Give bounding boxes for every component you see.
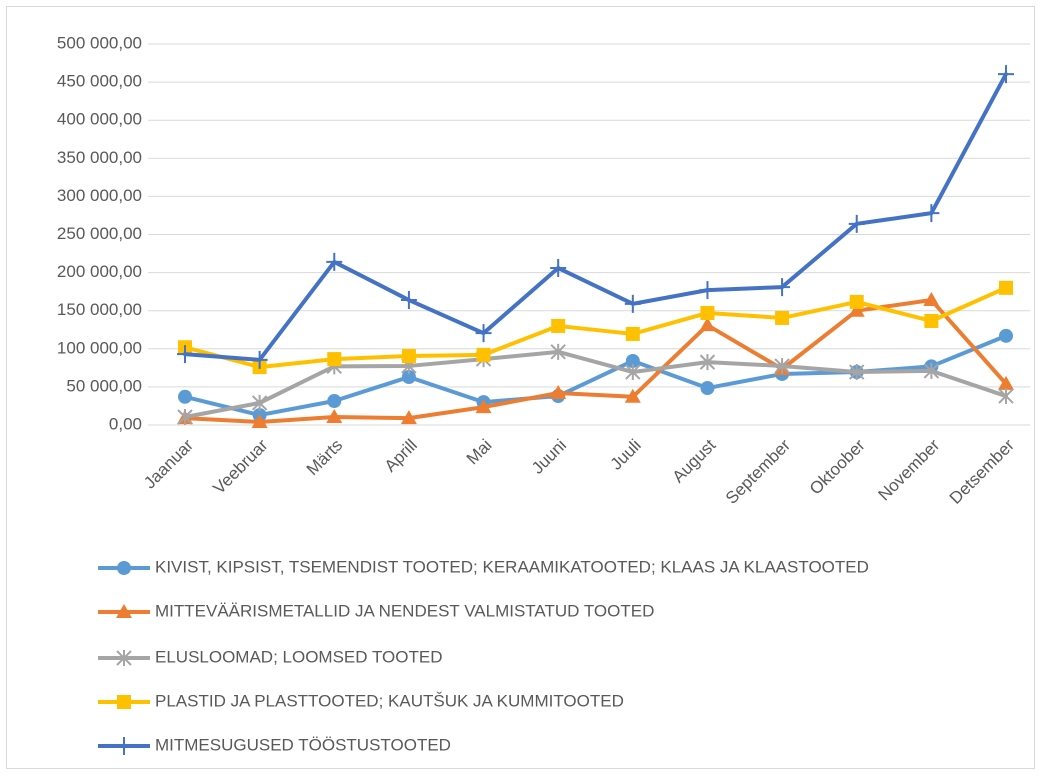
y-tick-label: 350 000,00: [57, 148, 142, 167]
point: [624, 294, 641, 313]
point: [401, 349, 416, 364]
point: [699, 354, 716, 371]
point: [999, 328, 1013, 343]
point: [251, 394, 268, 411]
y-tick-label: 250 000,00: [57, 224, 142, 243]
point: [550, 343, 566, 360]
point: [848, 302, 865, 317]
point: [475, 399, 492, 414]
series-line: [183, 285, 1008, 370]
point: [998, 65, 1014, 84]
legend-marker: [117, 695, 131, 709]
y-tick-label: 0,00: [109, 414, 142, 433]
point: [774, 357, 790, 374]
point: [924, 313, 939, 328]
point: [400, 291, 417, 310]
point: [550, 384, 567, 399]
legend-label: ELUSLOOMAD; LOOMSED TOOTED: [155, 647, 443, 666]
point: [775, 310, 790, 325]
point: [923, 204, 940, 223]
series-line: [183, 298, 1008, 424]
point: [475, 324, 492, 343]
point: [625, 364, 641, 381]
y-tick-label: 50 000,00: [66, 376, 142, 395]
point: [326, 408, 343, 423]
y-tick-label: 450 000,00: [57, 72, 142, 91]
legend-label: PLASTID JA PLASTTOOTED; KAUTŠUK JA KUMMI…: [155, 691, 624, 710]
point: [551, 318, 566, 333]
y-tick-label: 150 000,00: [57, 300, 142, 319]
point: [849, 364, 865, 381]
point: [177, 345, 193, 364]
point: [999, 280, 1013, 295]
legend-marker: [117, 561, 131, 575]
point: [625, 326, 640, 341]
y-tick-label: 300 000,00: [57, 186, 142, 205]
legend-label: KIVIST, KIPSIST, TSEMENDIST TOOTED; KERA…: [155, 557, 869, 576]
point: [327, 393, 342, 408]
point: [699, 281, 716, 300]
point: [848, 214, 865, 233]
point: [923, 362, 940, 379]
point: [401, 369, 416, 384]
point: [178, 389, 192, 404]
legend-marker: [116, 650, 132, 666]
point: [251, 350, 268, 369]
y-tick-label: 100 000,00: [57, 338, 142, 357]
point: [326, 252, 343, 271]
point: [177, 408, 193, 425]
point: [625, 353, 640, 368]
point: [998, 375, 1014, 390]
y-tick-label: 200 000,00: [57, 262, 142, 281]
point: [327, 352, 342, 367]
point: [998, 388, 1014, 405]
legend-label: MITMESUGUSED TÖÖSTUSTOOTED: [155, 735, 451, 754]
point: [699, 317, 716, 332]
legend-marker: [116, 737, 132, 755]
point: [251, 413, 268, 428]
point: [550, 259, 567, 278]
point: [700, 305, 715, 320]
legend-marker: [116, 604, 132, 618]
series-line: [183, 349, 1008, 419]
y-tick-label: 400 000,00: [57, 110, 142, 129]
point: [624, 388, 641, 403]
y-tick-label: 500 000,00: [57, 33, 142, 52]
series-line: [183, 72, 1008, 362]
point: [700, 381, 715, 396]
point: [774, 278, 791, 297]
point: [849, 294, 864, 309]
legend-label: MITTEVÄÄRISMETALLID JA NENDEST VALMISTAT…: [155, 601, 654, 620]
chart-border: [6, 6, 1035, 769]
point: [476, 347, 491, 362]
point: [923, 292, 940, 307]
point: [400, 410, 417, 425]
